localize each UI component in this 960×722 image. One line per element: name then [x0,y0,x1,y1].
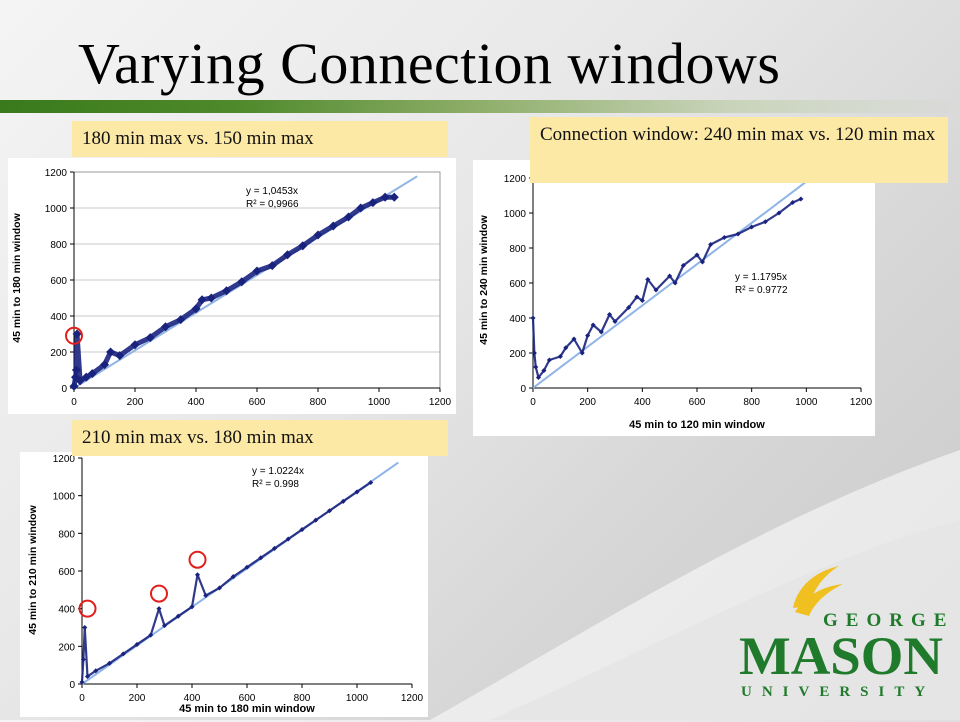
x-tick-label: 200 [579,397,596,408]
chart-2-caption: Connection window: 240 min max vs. 120 m… [530,117,948,183]
y-axis-title: 45 min to 180 min window [11,212,23,342]
y-axis-title: 45 min to 210 min window [27,504,39,634]
y-tick-label: 200 [509,349,526,360]
y-tick-label: 1000 [53,492,76,503]
chart-3-svg: 0 200 400 600 800 1000 1200 0 200 400 600 800 1000 12… [27,454,424,715]
outlier-circle [78,599,97,618]
chart-3-caption: 210 min max vs. 180 min max [72,420,448,456]
x-tick-label: 1200 [429,397,452,408]
x-tick-label: 400 [184,693,201,704]
chart-2-svg: 0 200 400 600 800 1000 1200 0 200 400 600 800 1000 12… [478,174,873,431]
x-tick-label: 400 [634,397,651,408]
x-tick-label: 1200 [850,397,873,408]
y-tick-label: 0 [520,384,526,395]
chart-1-svg: 0 200 400 600 800 1000 1200 0 200 400 600 800 1000 12… [11,168,452,408]
trendline-r2: R² = 0,9966 [246,199,299,210]
y-tick-label: 400 [58,605,75,616]
chart-2-area: 0 200 400 600 800 1000 1200 0 200 400 600 800 1000 12… [473,160,875,436]
x-tick-label: 200 [129,693,146,704]
trendline-r2: R² = 0.998 [252,479,299,490]
slide-title: Varying Connection windows [78,31,781,96]
y-tick-label: 600 [509,279,526,290]
x-tick-label: 600 [239,693,256,704]
title-rule [0,100,960,113]
chart-1-area: 0 200 400 600 800 1000 1200 0 200 400 600 800 1000 12… [8,158,456,414]
x-tick-label: 600 [689,397,706,408]
x-tick-label: 800 [294,693,311,704]
logo-bottom-text: UNIVERSITY [741,684,935,700]
trendline-equation: y = 1,0453x [246,186,298,197]
george-mason-logo: GEORGE MASON UNIVERSITY [739,566,950,700]
outlier-circle [65,326,83,345]
y-tick-label: 1200 [53,454,76,465]
y-tick-label: 0 [69,680,75,691]
y-tick-label: 800 [50,240,67,251]
y-tick-label: 800 [509,244,526,255]
outlier-circle [188,550,207,569]
x-tick-label: 0 [71,397,77,408]
x-tick-label: 400 [188,397,205,408]
data-cloud [80,481,372,683]
x-tick-label: 1200 [401,693,424,704]
data-cloud [71,194,395,387]
y-axis-title: 45 min to 240 min window [478,214,490,344]
trendline-r2: R² = 0.9772 [735,285,788,296]
x-tick-label: 1000 [346,693,369,704]
logo-main-text: MASON [739,626,943,686]
y-tick-label: 400 [509,314,526,325]
y-tick-label: 200 [58,642,75,653]
x-tick-label: 1000 [795,397,818,408]
y-tick-label: 800 [58,529,75,540]
y-tick-label: 200 [50,348,67,359]
x-tick-label: 800 [310,397,327,408]
x-tick-label: 800 [743,397,760,408]
chart-3-area: 0 200 400 600 800 1000 1200 0 200 400 600 800 1000 12… [20,452,428,717]
y-tick-label: 1200 [45,168,68,179]
x-tick-label: 1000 [368,397,391,408]
y-tick-label: 400 [50,312,67,323]
x-tick-label: 0 [79,693,85,704]
logo-top-text: GEORGE [823,610,950,631]
outlier-circle [150,584,168,603]
trendline-equation: y = 1.1795x [735,272,787,283]
trendline [532,181,807,389]
x-tick-label: 600 [249,397,266,408]
y-tick-label: 1000 [45,204,68,215]
data-cloud [531,197,802,379]
y-tick-label: 0 [61,384,67,395]
x-tick-label: 0 [530,397,536,408]
y-tick-label: 600 [58,567,75,578]
chart-1-caption: 180 min max vs. 150 min max [72,121,448,157]
x-axis-title: 45 min to 180 min window [179,703,315,715]
y-tick-label: 600 [50,276,67,287]
trendline-equation: y = 1.0224x [252,466,304,477]
y-tick-label: 1200 [504,174,527,185]
y-tick-label: 1000 [504,209,527,220]
x-tick-label: 200 [127,397,144,408]
x-axis-title: 45 min to 120 min window [629,419,765,431]
